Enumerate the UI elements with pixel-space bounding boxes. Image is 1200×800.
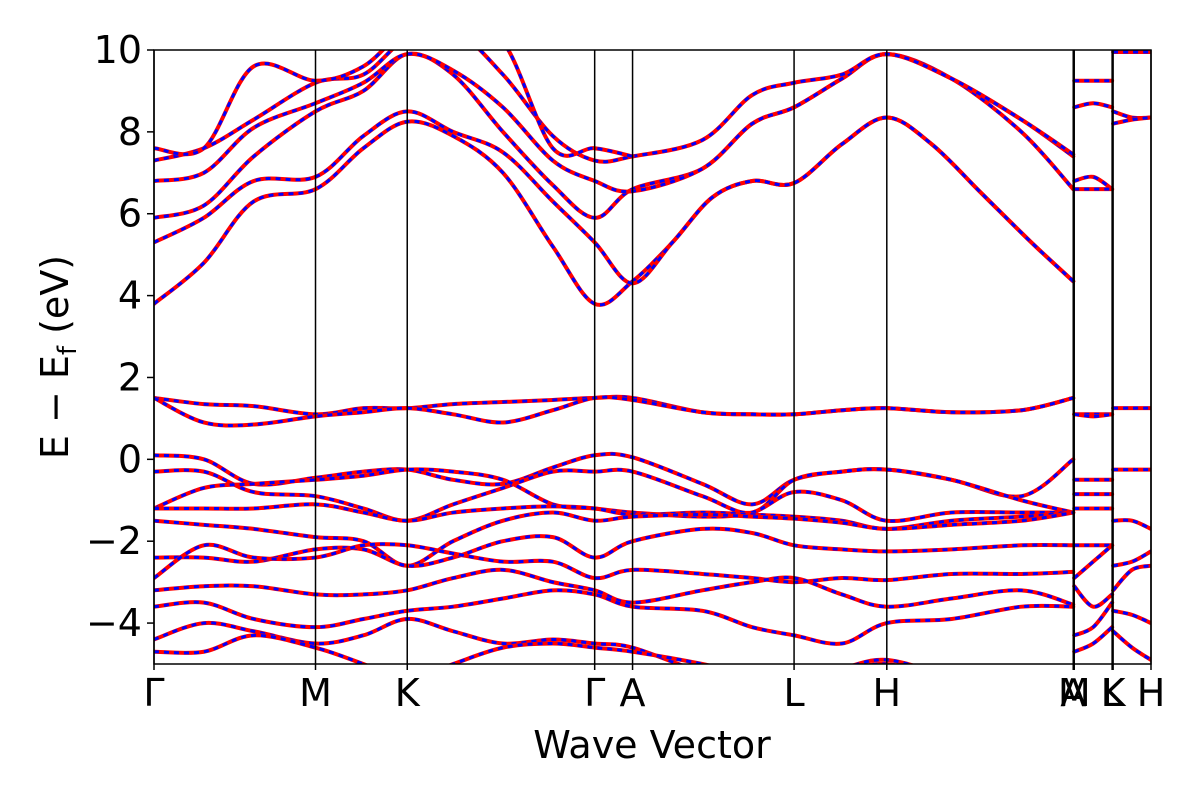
band-line-spin-down-1 xyxy=(154,109,1075,285)
band-line-spin-up-30 xyxy=(1072,584,1115,609)
band-line-spin-down-31 xyxy=(1073,601,1114,637)
x-tick-label-10: K xyxy=(1101,671,1127,715)
bands-layer xyxy=(154,50,1151,664)
x-tick-label-1: M xyxy=(299,671,332,715)
y-tick-label-0: −4 xyxy=(86,601,142,645)
x-tick-label-7: A xyxy=(1060,671,1086,715)
band-line-spin-up-1 xyxy=(154,109,1076,286)
x-axis: Γ M K Γ A L H AM LK H xyxy=(143,664,1165,715)
band-line-spin-down-40 xyxy=(1111,564,1151,592)
band-line-spin-down-8 xyxy=(154,452,1075,506)
band-line-spin-down-9 xyxy=(154,467,1074,523)
band-line-spin-down-38 xyxy=(1113,518,1151,531)
band-line-spin-down-42 xyxy=(1112,630,1151,662)
x-tick-label-11: H xyxy=(1137,671,1166,715)
band-line-spin-down-17 xyxy=(154,617,914,664)
y-tick-label-3: 2 xyxy=(118,355,142,399)
band-line-spin-up-8 xyxy=(154,451,1076,507)
band-line-spin-down-29 xyxy=(1073,544,1114,580)
y-tick-label-7: 10 xyxy=(94,28,142,72)
y-axis-label-unit: (eV) xyxy=(33,255,77,346)
y-axis: −4 −2 0 2 4 6 8 10 xyxy=(86,28,154,645)
band-line-spin-up-40 xyxy=(1111,563,1151,593)
y-tick-label-6: 8 xyxy=(118,110,142,154)
band-line-spin-down-24 xyxy=(1074,412,1113,418)
band-line-spin-down-35 xyxy=(1112,116,1151,126)
band-line-spin-down-20 xyxy=(1073,101,1113,109)
band-line-spin-up-32 xyxy=(1072,625,1115,654)
x-tick-label-8: M xyxy=(1058,671,1091,715)
x-tick-label-0: Γ xyxy=(143,671,164,715)
band-line-spin-down-21 xyxy=(1073,175,1113,191)
y-axis-label-main: E − E xyxy=(33,355,77,459)
x-tick-label-2: K xyxy=(395,671,421,715)
plot-frame xyxy=(153,49,1152,665)
band-line-spin-down-39 xyxy=(1112,550,1151,568)
band-line-spin-up-17 xyxy=(154,616,916,664)
y-tick-label-2: 0 xyxy=(118,437,142,481)
x-tick-label-5: L xyxy=(783,671,804,715)
y-tick-label-5: 6 xyxy=(118,192,142,236)
band-line-spin-down-7 xyxy=(154,395,1074,428)
x-tick-label-4: A xyxy=(620,671,646,715)
y-axis-label: E − Ef (eV) xyxy=(33,255,83,459)
y-tick-label-1: −2 xyxy=(86,519,142,563)
x-axis-label: Wave Vector xyxy=(533,723,771,767)
band-line-spin-down-5 xyxy=(154,50,633,158)
x-tick-label-9: L xyxy=(1102,671,1123,715)
y-tick-label-4: 4 xyxy=(118,274,142,318)
x-tick-label-6: H xyxy=(873,671,902,715)
band-line-spin-down-41 xyxy=(1112,609,1151,625)
x-tick-label-3: Γ xyxy=(584,671,605,715)
y-axis-label-sub: f xyxy=(53,345,83,355)
band-line-spin-down-32 xyxy=(1073,626,1114,654)
band-line-spin-down-16 xyxy=(154,588,1074,646)
band-line-spin-down-4 xyxy=(154,50,1075,164)
